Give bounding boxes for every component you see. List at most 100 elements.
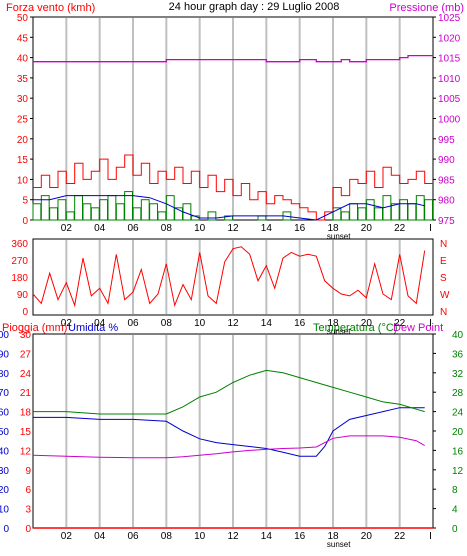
x-tick-label-hour: 02: [61, 223, 73, 234]
x-tick-label-hour: 10: [194, 318, 206, 329]
compass-label: E: [440, 256, 447, 267]
x-tick-label-hour: 12: [227, 531, 239, 542]
x-tick-label-hour: 16: [294, 531, 306, 542]
wind-base-bar: [57, 199, 67, 221]
x-tick-label-hour: 06: [127, 531, 139, 542]
rain-tick-label: 15: [20, 427, 32, 438]
wind-base-bar: [424, 199, 433, 221]
compass-label: N: [440, 307, 447, 318]
rain-tick-label: 24: [20, 369, 32, 380]
wind-base-bar: [124, 191, 133, 221]
wind-tick-label: 25: [17, 115, 29, 126]
wind-base-bar: [207, 211, 217, 221]
x-tick-label-hour: 22: [394, 223, 406, 234]
temperature-tick-label: 0: [452, 524, 458, 535]
humidity-tick-label: 10: [0, 505, 9, 516]
pressure-axis-label: Pressione (mb): [389, 2, 464, 14]
wind-base-bar: [174, 207, 184, 221]
x-tick-label-hour: 20: [361, 531, 373, 542]
pressure-tick-label: 990: [438, 155, 455, 166]
wind-gust-line: [33, 154, 433, 221]
compass-label: W: [440, 290, 450, 301]
wind-base-bar: [149, 203, 159, 221]
x-tick-label-hour: 14: [261, 531, 273, 542]
x-tick-label-hour: 20: [361, 318, 373, 329]
x-tick-label-hour: 12: [227, 223, 239, 234]
wind-tick-label: 40: [17, 54, 29, 65]
humidity-tick-label: 70: [0, 388, 9, 399]
x-tick-label-hour: 14: [261, 223, 273, 234]
wind-tick-label: 30: [17, 94, 29, 105]
temperature-tick-label: 8: [452, 485, 458, 496]
direction-tick-label: 270: [11, 256, 28, 267]
humidity-tick-label: 80: [0, 369, 9, 380]
pressure-tick-label: 1010: [438, 74, 461, 85]
wind-tick-label: 20: [17, 135, 29, 146]
wind-tick-label: 15: [17, 155, 29, 166]
humidity-tick-label: 30: [0, 466, 9, 477]
temperature-tick-label: 32: [452, 369, 464, 380]
rain-tick-label: 18: [20, 408, 32, 419]
humidity-tick-label: 0: [3, 524, 9, 535]
wind-tick-label: 5: [22, 196, 28, 207]
rain-tick-label: 9: [25, 466, 31, 477]
x-tick-label-hour: 06: [127, 318, 139, 329]
rain-tick-label: 21: [20, 388, 32, 399]
compass-label: N: [440, 239, 447, 250]
direction-tick-label: 180: [11, 273, 28, 284]
pressure-tick-label: 1015: [438, 54, 461, 65]
rain-tick-label: 3: [25, 505, 31, 516]
pressure-tick-label: 995: [438, 135, 455, 146]
x-tick-label-hour: 22: [394, 318, 406, 329]
humidity-tick-label: 20: [0, 485, 9, 496]
temperature-axis-label: Temperatura (°C): [313, 322, 397, 334]
humidity-tick-label: 90: [0, 349, 9, 360]
wind-base-bar: [32, 203, 42, 221]
sunset-label: sunset: [327, 232, 351, 241]
x-tick-label-hour: 12: [227, 318, 239, 329]
x-tick-label-hour: 18: [327, 223, 339, 234]
wind-direction-line: [32, 246, 426, 308]
x-end-mark: I: [429, 531, 432, 542]
x-tick-label-hour: 10: [194, 223, 206, 234]
wind-base-bar: [49, 207, 59, 221]
temperature-tick-label: 24: [452, 408, 464, 419]
direction-tick-label: 90: [17, 290, 29, 301]
wind-base-bar: [40, 195, 50, 221]
x-tick-label-hour: 14: [261, 318, 273, 329]
pressure-tick-label: 980: [438, 196, 455, 207]
x-end-mark: I: [429, 318, 432, 329]
wind-base-bar: [140, 199, 150, 221]
x-tick-label-hour: 08: [161, 223, 173, 234]
x-tick-label-hour: 18: [327, 318, 339, 329]
pressure-tick-label: 975: [438, 216, 455, 227]
x-tick-label-hour: 20: [361, 223, 373, 234]
pressure-tick-label: 985: [438, 175, 455, 186]
rain-tick-label: 6: [25, 485, 31, 496]
rain-tick-label: 30: [20, 330, 32, 341]
x-end-mark: I: [429, 223, 432, 234]
temperature-tick-label: 12: [452, 466, 464, 477]
x-tick-label-hour: 16: [294, 318, 306, 329]
humidity-tick-label: 40: [0, 446, 9, 457]
pressure-tick-label: 1020: [438, 33, 461, 44]
chart-title: 24 hour graph day : 29 Luglio 2008: [169, 1, 340, 13]
x-tick-label-hour: 08: [161, 318, 173, 329]
x-tick-label-hour: 04: [94, 531, 106, 542]
pressure-tick-label: 1025: [438, 13, 461, 24]
temperature-tick-label: 40: [452, 330, 464, 341]
wind-tick-label: 0: [22, 216, 28, 227]
temperature-tick-label: 28: [452, 388, 464, 399]
pressure-line: [33, 54, 433, 63]
direction-tick-label: 360: [11, 239, 28, 250]
wind-axis-label: Forza vento (kmh): [6, 2, 95, 14]
x-tick-label-hour: 08: [161, 531, 173, 542]
direction-tick-label: 0: [22, 307, 28, 318]
compass-label: S: [440, 273, 447, 284]
humidity-axis-label: Umidita %: [68, 322, 118, 334]
wind-base-bar: [224, 215, 234, 221]
x-tick-label-hour: 04: [94, 223, 106, 234]
